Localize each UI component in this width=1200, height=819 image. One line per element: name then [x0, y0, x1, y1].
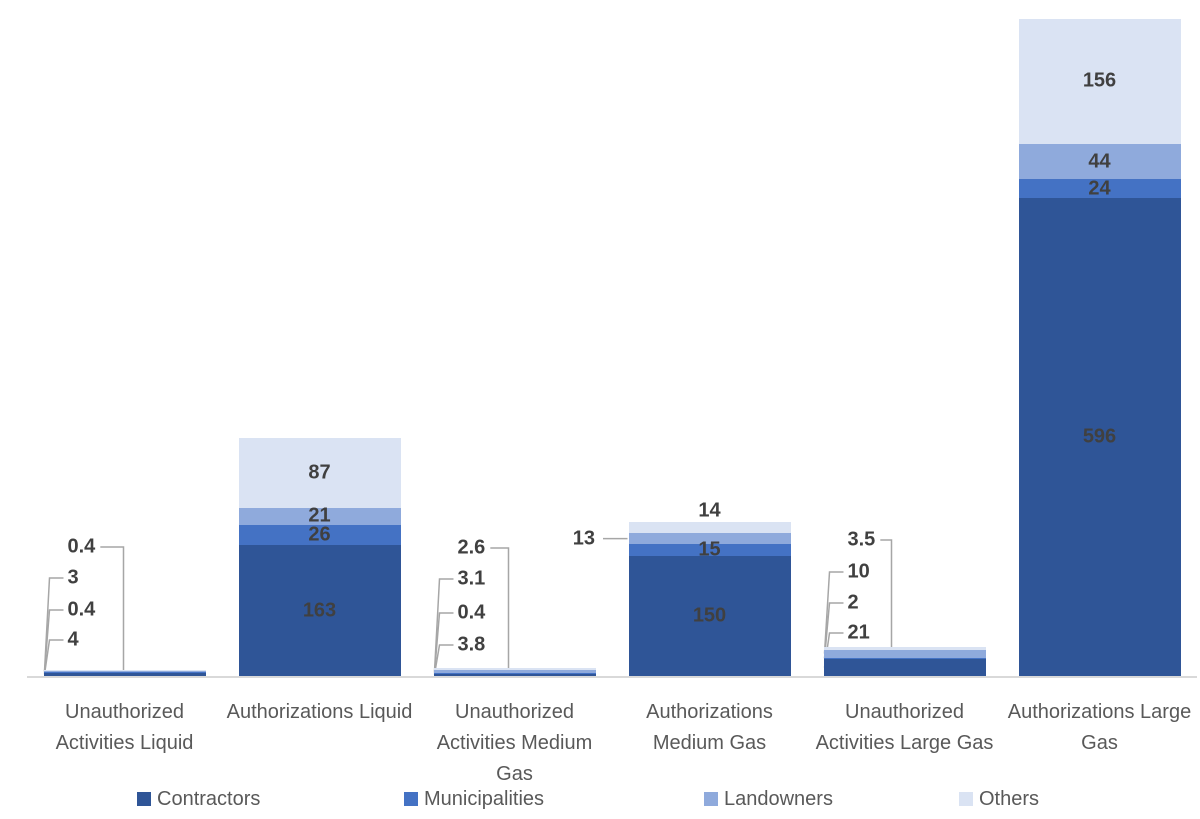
value-label-landowners-unauthorized-activities-medium-gas: 3.1	[457, 567, 486, 590]
value-label-landowners-authorizations-large-gas: 44	[1088, 150, 1111, 173]
value-label-contractors-authorizations-medium-gas: 150	[692, 604, 727, 627]
segment-contractors-unauthorized-activities-large-gas	[823, 659, 986, 676]
legend-label-municipalities: Municipalities	[424, 787, 545, 810]
leader-line	[490, 547, 510, 670]
value-label-contractors-unauthorized-activities-large-gas: 21	[847, 621, 870, 644]
value-label-landowners-authorizations-liquid: 21	[308, 504, 331, 527]
value-label-others-authorizations-liquid: 87	[308, 461, 331, 484]
value-label-contractors-authorizations-large-gas: 596	[1082, 425, 1117, 448]
legend-swatch-contractors	[137, 792, 151, 806]
segment-others-authorizations-liquid	[238, 438, 401, 508]
segment-landowners-unauthorized-activities-large-gas	[823, 649, 986, 658]
legend-swatch-landowners	[704, 792, 718, 806]
leader-line	[100, 546, 125, 671]
x-axis-label-unauthorized-activities-large-gas: Unauthorized Activities Large Gas	[815, 701, 994, 754]
segment-others-authorizations-medium-gas	[628, 522, 791, 534]
value-label-municipalities-authorizations-medium-gas: 15	[698, 538, 721, 561]
legend-item-others: Others	[959, 788, 1039, 810]
value-label-others-authorizations-large-gas: 156	[1082, 69, 1117, 92]
x-axis-line	[27, 676, 1197, 678]
segment-contractors-unauthorized-activities-medium-gas	[433, 672, 596, 676]
x-axis-label-authorizations-liquid: Authorizations Liquid	[226, 701, 413, 723]
segment-landowners-unauthorized-activities-medium-gas	[433, 670, 596, 673]
value-label-others-authorizations-medium-gas: 14	[698, 499, 721, 522]
value-label-others-unauthorized-activities-medium-gas: 2.6	[457, 536, 486, 559]
x-axis-label-unauthorized-activities-medium-gas: Unauthorized Activities Medium Gas	[436, 701, 593, 785]
value-label-others-unauthorized-activities-liquid: 0.4	[67, 535, 96, 558]
segment-landowners-unauthorized-activities-liquid	[43, 670, 206, 673]
segment-contractors-authorizations-large-gas	[1018, 198, 1181, 676]
segment-landowners-authorizations-liquid	[238, 507, 401, 525]
leader-line	[880, 539, 893, 648]
segment-contractors-unauthorized-activities-liquid	[43, 672, 206, 676]
segment-municipalities-authorizations-medium-gas	[628, 543, 791, 556]
legend-item-contractors: Contractors	[137, 788, 260, 810]
value-label-municipalities-authorizations-large-gas: 24	[1088, 177, 1111, 200]
leader-line	[433, 612, 454, 673]
leader-line	[43, 577, 64, 672]
leader-line	[43, 609, 64, 673]
legend-item-municipalities: Municipalities	[404, 788, 544, 810]
value-label-municipalities-unauthorized-activities-large-gas: 2	[847, 591, 859, 614]
value-label-others-unauthorized-activities-large-gas: 3.5	[847, 528, 876, 551]
legend-label-landowners: Landowners	[724, 787, 833, 810]
value-label-contractors-unauthorized-activities-medium-gas: 3.8	[457, 633, 486, 656]
legend-label-others: Others	[979, 787, 1040, 810]
value-label-municipalities-unauthorized-activities-medium-gas: 0.4	[457, 601, 486, 624]
x-axis-label-authorizations-medium-gas: Authorizations Medium Gas	[646, 701, 773, 754]
legend-item-landowners: Landowners	[704, 788, 833, 810]
x-axis-label-unauthorized-activities-liquid: Unauthorized Activities Liquid	[55, 701, 194, 754]
segment-contractors-authorizations-medium-gas	[628, 555, 791, 676]
x-axis-label-authorizations-large-gas: Authorizations Large Gas	[1007, 701, 1192, 754]
leader-line	[433, 578, 454, 672]
segment-municipalities-authorizations-large-gas	[1018, 179, 1181, 199]
segment-others-authorizations-large-gas	[1018, 19, 1181, 144]
leader-line	[823, 571, 844, 654]
value-label-municipalities-authorizations-liquid: 26	[308, 523, 331, 546]
value-label-landowners-unauthorized-activities-liquid: 3	[67, 566, 79, 589]
segment-others-unauthorized-activities-medium-gas	[433, 668, 596, 671]
segment-others-unauthorized-activities-large-gas	[823, 646, 986, 650]
value-label-contractors-authorizations-liquid: 163	[302, 599, 337, 622]
legend-label-contractors: Contractors	[157, 787, 261, 810]
segment-landowners-authorizations-large-gas	[1018, 143, 1181, 180]
legend-swatch-municipalities	[404, 792, 418, 806]
value-label-landowners-authorizations-medium-gas: 13	[572, 527, 595, 550]
segment-municipalities-unauthorized-activities-large-gas	[823, 657, 986, 660]
value-label-landowners-unauthorized-activities-large-gas: 10	[847, 560, 870, 583]
segment-municipalities-authorizations-liquid	[238, 524, 401, 546]
value-label-contractors-unauthorized-activities-liquid: 4	[67, 628, 79, 651]
segment-contractors-authorizations-liquid	[238, 545, 401, 676]
segment-landowners-authorizations-medium-gas	[628, 533, 791, 544]
value-label-municipalities-unauthorized-activities-liquid: 0.4	[67, 598, 96, 621]
legend-swatch-others	[959, 792, 973, 806]
